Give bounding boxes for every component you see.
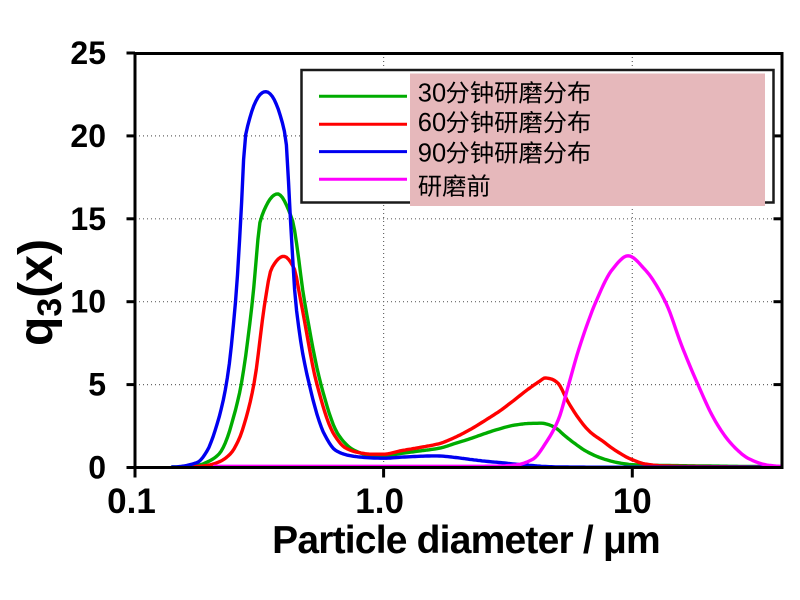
svg-text:60: 60: [418, 109, 446, 137]
svg-text:10: 10: [613, 482, 652, 521]
svg-text:15: 15: [70, 201, 106, 237]
svg-text:20: 20: [70, 118, 106, 154]
svg-text:10: 10: [70, 284, 106, 320]
svg-text:q3(x): q3(x): [10, 239, 69, 346]
svg-text:1.0: 1.0: [355, 482, 404, 521]
svg-text:0: 0: [88, 450, 106, 486]
svg-text:25: 25: [70, 35, 106, 71]
svg-text:0.1: 0.1: [107, 482, 156, 521]
svg-text:90: 90: [418, 140, 446, 168]
svg-text:5: 5: [88, 367, 106, 403]
svg-text:30: 30: [418, 80, 446, 108]
svg-text:Particle diameter / μm: Particle diameter / μm: [272, 519, 660, 562]
